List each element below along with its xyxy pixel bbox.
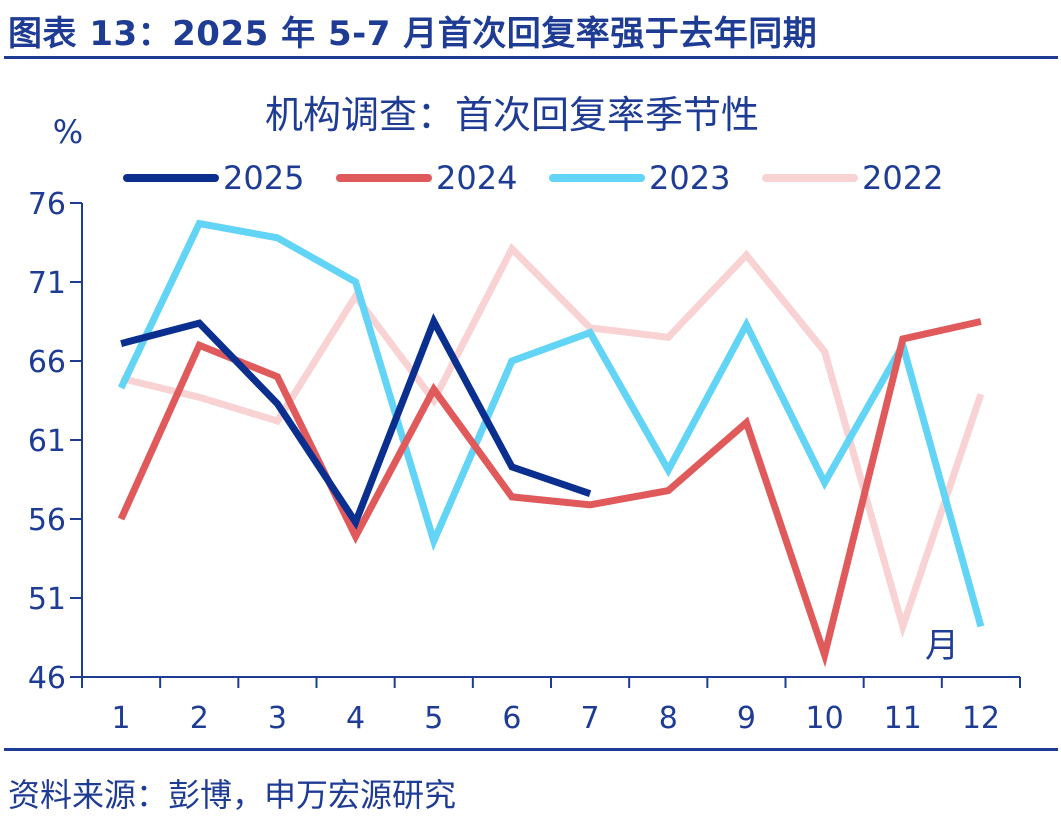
- x-tick-label: 4: [346, 701, 365, 736]
- y-tick-label: 76: [28, 187, 66, 222]
- chart-title: 机构调查：首次回复率季节性: [265, 93, 759, 137]
- y-tick-label: 61: [28, 424, 66, 459]
- series-line-2023: [117, 219, 985, 628]
- x-tick-label: 6: [502, 701, 521, 736]
- series-line-2024: [117, 318, 982, 668]
- footer-divider: [4, 748, 1058, 751]
- series-line-2025: [120, 313, 592, 530]
- series-lines: [117, 219, 985, 668]
- x-tick-label: 8: [659, 701, 678, 736]
- x-tick-label: 9: [737, 701, 756, 736]
- y-tick-label: 46: [28, 661, 66, 696]
- y-tick-label: 51: [28, 582, 66, 617]
- legend: 2025 2024 2023 2022: [123, 159, 943, 197]
- x-tick-label: 3: [268, 701, 287, 736]
- legend-label-2022: 2022: [862, 159, 943, 197]
- x-tick-label: 12: [962, 701, 1000, 736]
- legend-label-2023: 2023: [649, 159, 730, 197]
- source-note: 资料来源：彭博，申万宏源研究: [8, 776, 457, 814]
- x-axis-unit-label: 月: [925, 626, 959, 666]
- title-divider: [4, 56, 1058, 59]
- figure-title: 图表 13：2025 年 5-7 月首次回复率强于去年同期: [8, 14, 818, 54]
- x-tick-label: 2: [190, 701, 209, 736]
- x-tick-label: 1: [112, 701, 131, 736]
- y-tick-label: 71: [28, 266, 66, 301]
- x-tick-label: 7: [581, 701, 600, 736]
- series-line-2022: [120, 242, 985, 639]
- legend-label-2025: 2025: [223, 159, 304, 197]
- x-tick-label: 11: [884, 701, 922, 736]
- x-tick-label: 10: [805, 701, 843, 736]
- y-axis-unit-label: %: [53, 113, 83, 151]
- y-tick-label: 66: [28, 345, 66, 380]
- legend-label-2024: 2024: [436, 159, 517, 197]
- y-tick-label: 56: [28, 503, 66, 538]
- x-tick-label: 5: [424, 701, 443, 736]
